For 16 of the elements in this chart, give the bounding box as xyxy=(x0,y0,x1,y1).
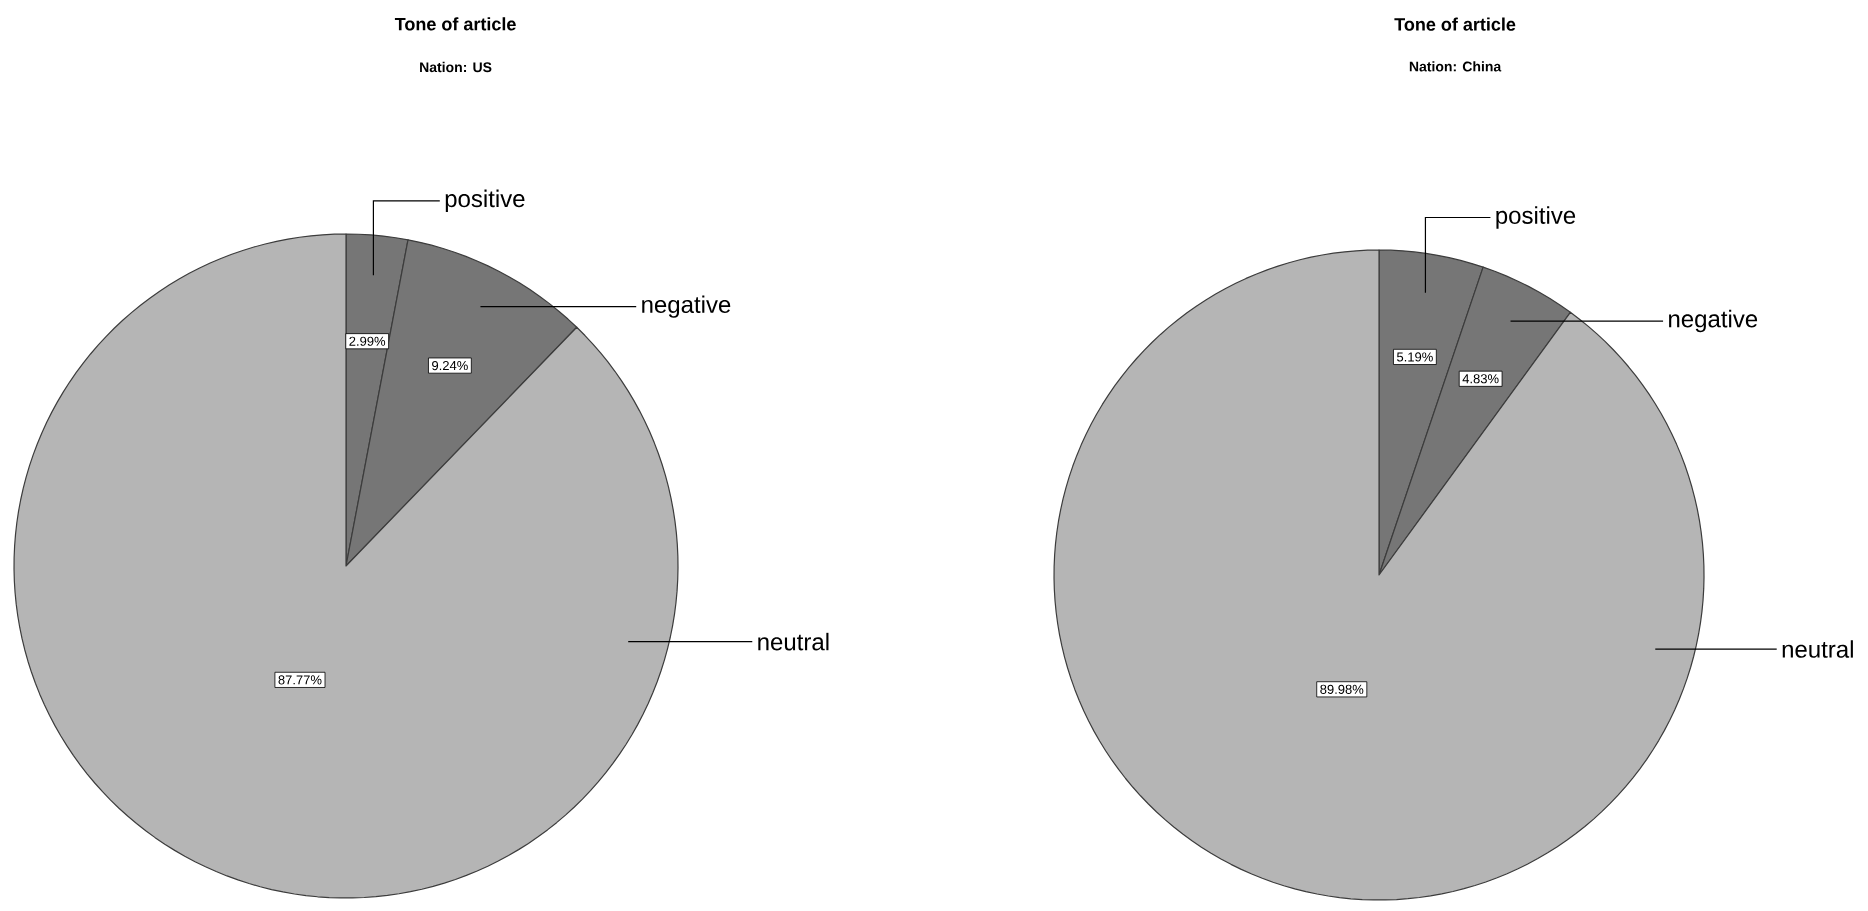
data-label: 9.24% xyxy=(432,360,468,371)
data-label: 4.83% xyxy=(1462,374,1499,384)
slice-label: negative xyxy=(1669,309,1758,333)
slice-label: positive xyxy=(1496,206,1576,229)
data-label: 2.99% xyxy=(349,336,386,346)
data-label: 5.19% xyxy=(1397,352,1433,362)
data-label: 87.77% xyxy=(278,675,322,685)
chart-subtitle: Nation: US xyxy=(420,61,492,73)
chart-subtitle: Nation: China xyxy=(1409,61,1502,72)
chart-title: Tone of article xyxy=(394,17,516,31)
slice-label: negative xyxy=(642,295,731,318)
slice-label: neutral xyxy=(1782,640,1853,658)
data-label: 89.98% xyxy=(1320,684,1364,694)
slice-label: positive xyxy=(445,189,525,212)
slice-label: neutral xyxy=(758,632,829,651)
chart-title: Tone of article xyxy=(1394,17,1516,31)
